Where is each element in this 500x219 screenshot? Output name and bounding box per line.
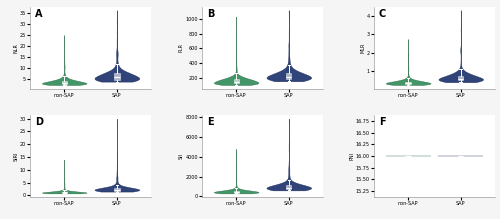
Y-axis label: PLR: PLR bbox=[179, 43, 184, 52]
Y-axis label: NLR: NLR bbox=[13, 43, 18, 53]
PathPatch shape bbox=[234, 79, 239, 83]
Text: E: E bbox=[207, 117, 214, 127]
Y-axis label: SII: SII bbox=[179, 153, 184, 159]
PathPatch shape bbox=[458, 76, 464, 80]
PathPatch shape bbox=[114, 188, 119, 191]
Text: F: F bbox=[379, 117, 386, 127]
PathPatch shape bbox=[286, 73, 292, 79]
Y-axis label: SIRI: SIRI bbox=[13, 151, 18, 161]
Text: C: C bbox=[379, 9, 386, 19]
Y-axis label: PNI: PNI bbox=[350, 152, 354, 160]
Text: D: D bbox=[35, 117, 43, 127]
Text: B: B bbox=[207, 9, 214, 19]
Text: A: A bbox=[35, 9, 42, 19]
PathPatch shape bbox=[62, 192, 67, 193]
PathPatch shape bbox=[62, 81, 67, 84]
PathPatch shape bbox=[406, 81, 411, 84]
PathPatch shape bbox=[114, 73, 119, 80]
PathPatch shape bbox=[286, 185, 292, 189]
Y-axis label: MLR: MLR bbox=[360, 42, 365, 53]
PathPatch shape bbox=[234, 191, 239, 193]
